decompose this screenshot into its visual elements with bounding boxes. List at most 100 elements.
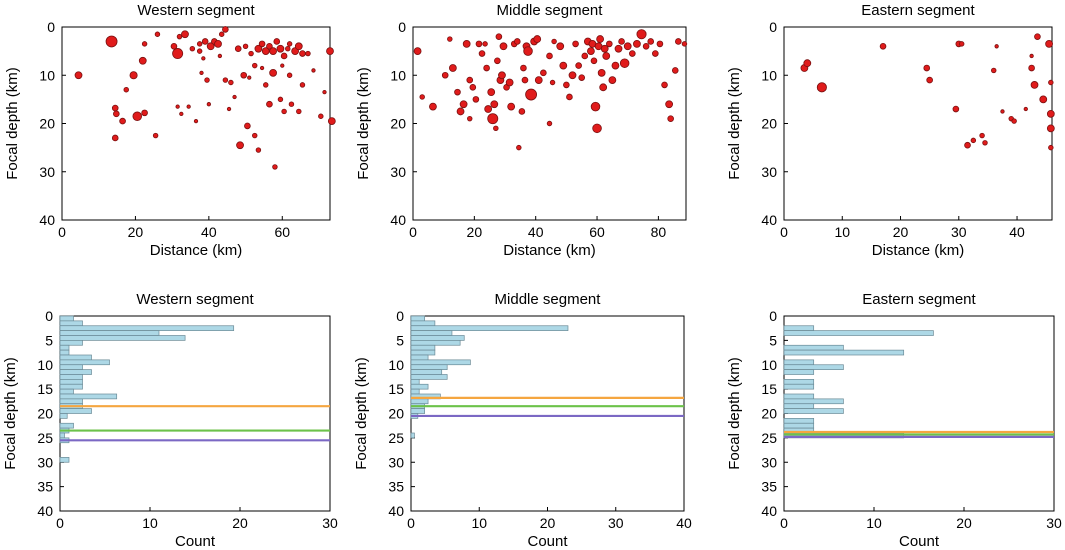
y-tick-label: 10 [761, 357, 777, 373]
y-tick-label: 40 [37, 503, 53, 519]
y-tick-label: 20 [761, 406, 777, 422]
earthquake-point [575, 62, 582, 69]
depth-bar [410, 408, 425, 414]
depth-bar [783, 393, 815, 400]
earthquake-point [1000, 109, 1005, 114]
earthquake-point [273, 38, 281, 45]
depth-bar [783, 330, 934, 336]
depth-bar [59, 335, 186, 341]
y-tick-label: 10 [388, 357, 404, 373]
depth-bar [783, 379, 815, 385]
earthquake-point [665, 100, 674, 109]
depth-bar [410, 359, 471, 366]
earthquake-point [1023, 106, 1028, 112]
earthquake-point [132, 111, 143, 122]
earthquake-point [600, 44, 609, 53]
plot-frame [59, 315, 331, 512]
depth-bar [410, 388, 420, 395]
earthquake-point [193, 118, 199, 124]
earthquake-point [675, 38, 682, 45]
earthquake-point [592, 123, 602, 134]
depth-bar [59, 422, 74, 429]
earthquake-point [255, 147, 262, 153]
earthquake-point [234, 45, 242, 53]
earthquake-point [138, 56, 147, 65]
x-tick-label: 30 [951, 224, 967, 240]
earthquake-point [484, 105, 493, 113]
earthquake-point [462, 40, 471, 48]
earthquake-point [181, 30, 189, 39]
earthquake-point [982, 140, 988, 146]
depth-bar [59, 398, 83, 405]
depth-bar [783, 369, 815, 375]
earthquake-point [540, 69, 547, 77]
x-tick-label: 0 [409, 224, 417, 240]
y-tick-label: 15 [388, 381, 404, 397]
chart-title: Western segment [136, 291, 254, 308]
earthquake-point [206, 102, 211, 107]
earthquake-point [1045, 40, 1053, 48]
earthquake-point [952, 105, 960, 113]
earthquake-point [447, 36, 453, 42]
earthquake-point [1028, 64, 1035, 72]
earthquake-point [170, 42, 178, 50]
earthquake-point [456, 107, 465, 116]
depth-bar [783, 422, 815, 429]
earthquake-point [269, 47, 277, 56]
earthquake-point [614, 44, 623, 53]
x-axis-label: Distance (km) [150, 242, 243, 259]
depth-bar [410, 354, 429, 361]
earthquake-point [590, 57, 598, 65]
earthquake-point [123, 87, 129, 93]
x-tick-label: 40 [201, 224, 217, 240]
depth-bar [410, 335, 465, 341]
earthquake-point [244, 122, 251, 130]
depth-bar [59, 369, 92, 375]
earthquake-point [199, 70, 204, 75]
earthquake-point [296, 108, 302, 115]
y-tick-label: 10 [39, 67, 55, 83]
earthquake-point [299, 50, 306, 57]
earthquake-point [322, 89, 327, 95]
earthquake-point [228, 79, 234, 86]
depth-bar [59, 457, 70, 463]
earthquake-point [551, 38, 557, 45]
depth-bar [783, 408, 844, 414]
earthquake-point [498, 71, 506, 80]
earthquake-point [113, 110, 120, 118]
y-tick-label: 10 [761, 67, 777, 83]
earthquake-point [499, 42, 508, 51]
earthquake-point [534, 76, 543, 84]
earthquake-point [483, 64, 490, 72]
earthquake-point [129, 71, 138, 80]
y-axis-label: Focal depth (km) [353, 357, 370, 470]
earthquake-point [266, 42, 273, 50]
earthquake-point [281, 108, 287, 115]
earthquake-point [258, 40, 266, 48]
earthquake-point [1048, 144, 1054, 151]
y-tick-label: 30 [388, 454, 404, 470]
depth-bar [59, 325, 235, 331]
earthquake-point [111, 134, 119, 142]
earthquake-point [248, 50, 254, 57]
y-tick-label: 30 [39, 164, 55, 180]
earthquake-point [413, 47, 422, 56]
earthquake-point [266, 100, 273, 108]
earthquake-point [154, 31, 161, 37]
y-tick-label: 35 [388, 479, 404, 495]
earthquake-point [232, 94, 237, 100]
x-tick-label: 40 [1009, 224, 1025, 240]
y-tick-label: 0 [769, 308, 777, 324]
earthquake-point [606, 40, 613, 48]
chart-title: Middle segment [495, 291, 602, 308]
earthquake-point [1029, 53, 1034, 59]
y-tick-label: 20 [761, 116, 777, 132]
earthquake-point [507, 102, 516, 111]
y-tick-label: 25 [37, 430, 53, 446]
earthquake-point [563, 81, 570, 89]
x-axis-label: Count [899, 533, 940, 550]
depth-bar [783, 359, 815, 366]
y-tick-label: 0 [396, 308, 404, 324]
